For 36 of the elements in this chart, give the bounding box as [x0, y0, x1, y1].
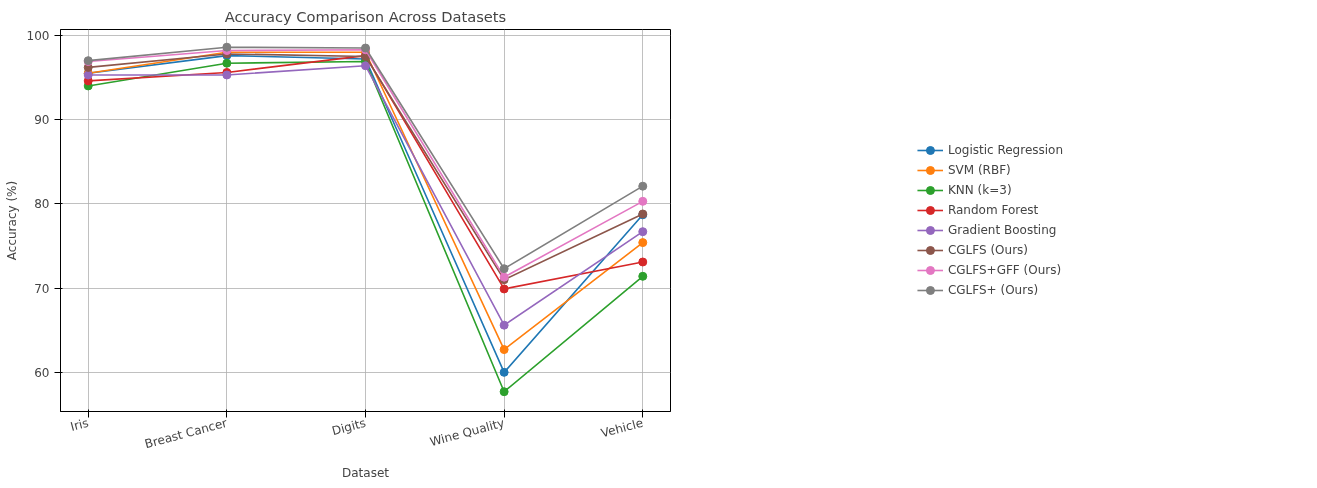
point	[499, 264, 509, 274]
y-tick-label: 80	[34, 197, 50, 212]
point	[499, 320, 509, 330]
legend-label: Gradient Boosting	[947, 223, 1057, 237]
chart-title: Accuracy Comparison Across Datasets	[224, 7, 507, 25]
legend-label: Random Forest	[947, 203, 1039, 217]
point	[499, 387, 509, 397]
y-tick-label: 70	[34, 281, 50, 296]
y-axis-title: Accuracy (%)	[4, 180, 19, 261]
legend-label: CGLFS+GFF (Ours)	[947, 263, 1062, 277]
point	[638, 271, 648, 281]
point	[638, 257, 648, 267]
point	[499, 284, 509, 294]
y-tick-label: 100	[26, 28, 50, 43]
point	[638, 227, 648, 237]
point	[222, 58, 232, 68]
y-tick-label: 90	[34, 113, 50, 128]
point	[499, 345, 509, 355]
legend-label: SVM (RBF)	[947, 163, 1011, 177]
y-tick-label: 60	[34, 365, 50, 380]
point	[222, 42, 232, 52]
x-tick-label: Digits	[330, 415, 368, 439]
x-tick-label: Iris	[68, 415, 91, 434]
point	[638, 181, 648, 191]
legend-label: CGLFS+ (Ours)	[947, 283, 1039, 297]
x-tick-label: Vehicle	[599, 415, 645, 441]
legend-label: CGLFS (Ours)	[947, 243, 1029, 257]
x-axis-title: Dataset	[342, 465, 390, 480]
legend-label: Logistic Regression	[947, 143, 1064, 157]
x-tick-label: Wine Quality	[428, 415, 506, 450]
point	[638, 196, 648, 206]
point	[638, 238, 648, 248]
point	[499, 367, 509, 377]
x-tick-label: Breast Cancer	[143, 415, 229, 452]
legend-label: KNN (k=3)	[947, 183, 1012, 197]
point	[361, 61, 370, 71]
